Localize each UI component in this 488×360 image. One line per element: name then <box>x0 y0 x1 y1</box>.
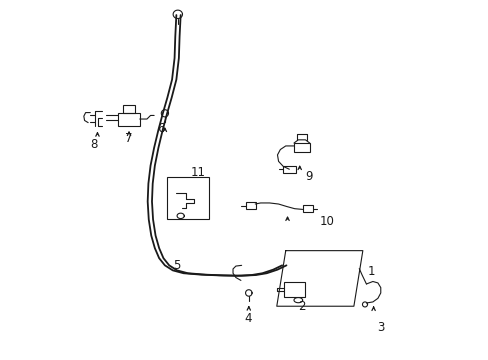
Text: 2: 2 <box>298 300 305 313</box>
Text: 6: 6 <box>157 122 165 135</box>
Text: 11: 11 <box>190 166 205 179</box>
Text: 8: 8 <box>90 138 98 151</box>
Bar <box>293 143 309 152</box>
Text: 10: 10 <box>319 215 334 228</box>
Text: 5: 5 <box>172 259 180 272</box>
Bar <box>167 177 208 220</box>
Bar <box>284 282 305 297</box>
Bar <box>282 166 295 173</box>
Bar <box>246 202 256 210</box>
Bar <box>122 105 135 113</box>
Text: 3: 3 <box>376 320 384 333</box>
Text: 4: 4 <box>244 311 251 325</box>
Text: 7: 7 <box>125 132 133 145</box>
Bar <box>118 113 140 126</box>
Text: 1: 1 <box>367 265 375 278</box>
Text: 9: 9 <box>305 170 312 183</box>
Bar <box>302 205 312 212</box>
